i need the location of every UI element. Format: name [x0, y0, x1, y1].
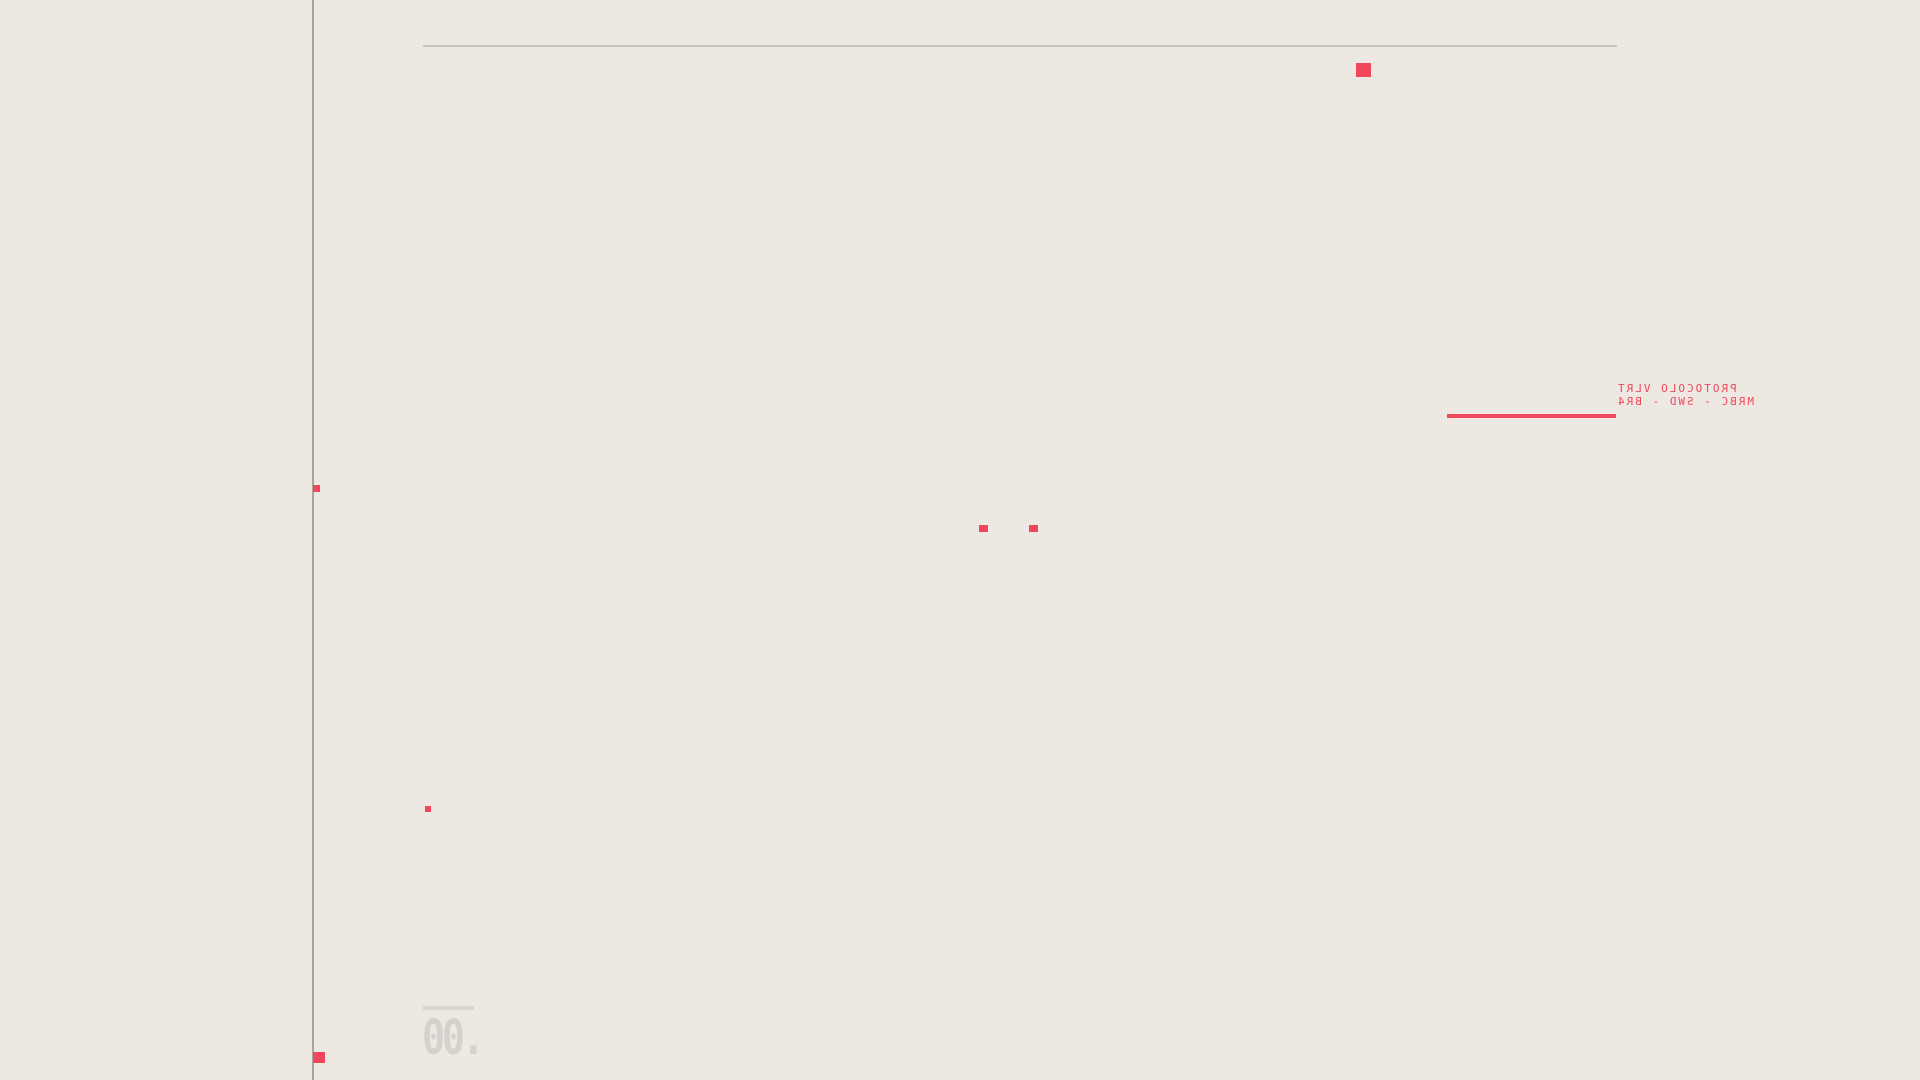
accent-square-top-right: [1356, 63, 1371, 77]
protocol-label-line-1: PROTOCOLO VLRT: [1616, 382, 1737, 395]
section-counter-bar: [423, 1006, 474, 1010]
rail-marker-bottom: [313, 1052, 325, 1063]
accent-dot-lower-left: [425, 806, 431, 812]
section-counter: 00.: [422, 1010, 485, 1066]
top-horizontal-rule: [423, 45, 1617, 47]
protocol-underline: [1447, 414, 1616, 418]
rail-marker-middle: [313, 485, 320, 492]
accent-dot-center-right: [1029, 525, 1038, 532]
left-vertical-rail: [312, 0, 314, 1080]
protocol-label-line-2: MRBC - SWD - BR4: [1616, 395, 1754, 408]
accent-dot-center-left: [979, 525, 988, 532]
protocol-label: PROTOCOLO VLRT MRBC - SWD - BR4: [1478, 382, 1754, 408]
